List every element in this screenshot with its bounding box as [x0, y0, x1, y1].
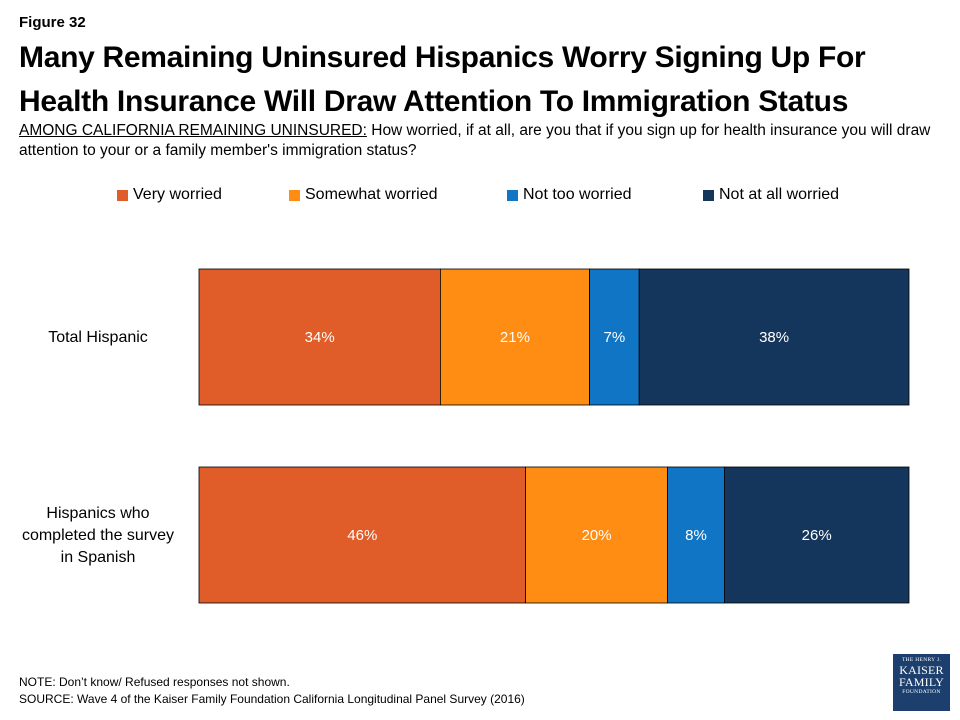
legend-swatch: [289, 189, 300, 201]
legend-label: Not too worried: [523, 186, 632, 203]
legend-swatch: [507, 189, 518, 201]
bar-segment-very-worried: [198, 466, 527, 604]
chart-legend: Very worried Somewhat worried Not too wo…: [0, 186, 960, 208]
legend-label: Not at all worried: [719, 186, 840, 203]
category-label: Hispanics who completed the survey in Span…: [22, 505, 174, 566]
source-text: SOURCE: Wave 4 of the Kaiser Family Foun…: [19, 692, 525, 706]
data-label: 46%: [347, 527, 377, 544]
legend-label: Very worried: [133, 186, 222, 203]
legend-label: Somewhat worried: [305, 186, 438, 203]
bar-segment-somewhat-worried: [439, 268, 590, 406]
bar-segment-not-at-all-worried: [638, 268, 910, 406]
figure-label: Figure 32: [19, 14, 86, 31]
data-label: 34%: [305, 329, 335, 346]
subtitle-question: How worried, if at all, are you that if …: [19, 122, 931, 159]
bar-segment-not-too-worried: [667, 466, 725, 604]
data-label: 20%: [582, 527, 612, 544]
data-label: 7%: [604, 329, 626, 346]
bar-segment-very-worried: [198, 268, 441, 406]
legend-swatch: [117, 189, 128, 201]
legend-item-not-too-worried: Not too worried: [507, 186, 632, 204]
category-label: Total Hispanic: [48, 329, 148, 346]
data-label: 26%: [802, 527, 832, 544]
chart-footer: NOTE: Don’t know/ Refused responses not …: [19, 674, 525, 708]
legend-item-not-at-all-worried: Not at all worried: [703, 186, 839, 204]
data-label: 8%: [685, 527, 707, 544]
bar-segment-not-too-worried: [589, 268, 640, 406]
data-label: 21%: [500, 329, 530, 346]
data-label: 38%: [759, 329, 789, 346]
legend-item-somewhat-worried: Somewhat worried: [289, 186, 438, 204]
chart-title: Many Remaining Uninsured Hispanics Worry…: [19, 41, 866, 118]
chart-subtitle: AMONG CALIFORNIA REMAINING UNINSURED: Ho…: [19, 121, 949, 161]
legend-swatch: [703, 189, 714, 201]
legend-item-very-worried: Very worried: [117, 186, 222, 204]
subtitle-lead: AMONG CALIFORNIA REMAINING UNINSURED:: [19, 122, 367, 139]
kaiser-family-foundation-logo: THE HENRY J. KAISER FAMILY FOUNDATION: [893, 654, 950, 711]
bar-segment-not-at-all-worried: [724, 466, 910, 604]
note-text: NOTE: Don’t know/ Refused responses not …: [19, 675, 290, 689]
bar-segment-somewhat-worried: [525, 466, 668, 604]
